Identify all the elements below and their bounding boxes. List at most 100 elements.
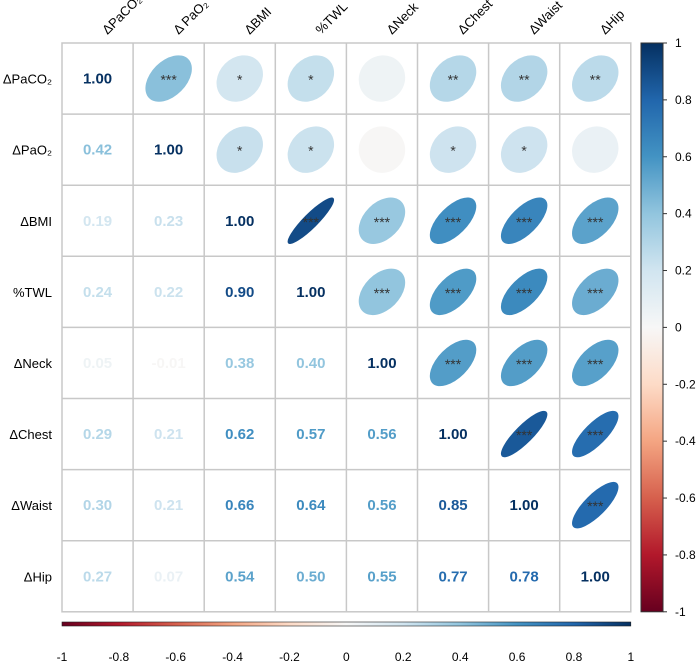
correlation-value: 0.21: [154, 497, 183, 514]
correlation-ellipse: [500, 268, 548, 316]
colorbar-tick-label: -0.6: [675, 491, 696, 505]
correlation-ellipse: [500, 339, 548, 387]
significance-stars: *: [308, 72, 314, 88]
significance-stars: ***: [445, 285, 462, 301]
bottom-tick-label: -0.4: [222, 650, 243, 664]
colorbar-tick-label: 0: [675, 320, 682, 334]
row-label: ΔPaO₂: [12, 143, 52, 158]
bottom-tick-label: -0.8: [109, 650, 130, 664]
colorbar-tick-label: -0.4: [675, 434, 696, 448]
significance-stars: ***: [587, 427, 604, 443]
correlation-value: 0.30: [83, 497, 112, 514]
correlation-ellipse: [358, 268, 406, 316]
bottom-tick-label: 0: [343, 650, 350, 664]
correlation-value: 0.38: [225, 355, 254, 372]
significance-stars: *: [450, 143, 456, 159]
colorbar-tick-label: 0.4: [675, 207, 692, 221]
correlation-value: -0.01: [152, 355, 186, 372]
significance-stars: ***: [374, 285, 391, 301]
bottom-tick-label: 0.8: [566, 650, 583, 664]
correlation-value: 0.07: [154, 568, 183, 585]
correlation-value: 1.00: [581, 568, 610, 585]
significance-stars: **: [519, 72, 530, 88]
significance-stars: ***: [516, 285, 533, 301]
correlation-ellipse: [216, 126, 263, 173]
significance-stars: ***: [445, 356, 462, 372]
column-label: ΔChest: [455, 0, 496, 37]
correlation-ellipse: [358, 55, 406, 102]
correlation-value: 0.90: [225, 284, 254, 301]
bottom-tick-label: 0.2: [395, 650, 412, 664]
correlation-ellipse: [572, 55, 619, 102]
significance-stars: *: [308, 143, 314, 159]
column-label: %TWL: [312, 0, 350, 37]
significance-stars: ***: [445, 214, 462, 230]
column-label: Δ PaO₂: [170, 0, 211, 37]
colorbar-tick-label: -0.2: [675, 377, 696, 391]
column-label: ΔNeck: [383, 0, 421, 37]
significance-stars: *: [237, 143, 243, 159]
correlation-ellipse: [429, 55, 477, 102]
correlation-ellipse: [287, 197, 335, 244]
correlation-ellipse: [145, 55, 192, 102]
colorbar: [640, 42, 664, 613]
significance-stars: ***: [516, 356, 533, 372]
correlation-value: 0.64: [296, 497, 326, 514]
correlation-value: 0.77: [438, 568, 467, 585]
correlation-value: 0.78: [510, 568, 539, 585]
significance-stars: ***: [587, 498, 604, 514]
correlation-ellipse: [358, 197, 406, 244]
colorbar-tick-label: 1: [675, 36, 682, 50]
correlation-ellipse: [572, 339, 619, 387]
correlation-ellipse: [358, 126, 406, 173]
correlation-ellipse: [287, 55, 335, 102]
row-label: ΔNeck: [14, 356, 53, 371]
column-label: ΔPaCO₂: [99, 0, 144, 37]
colorbar-tick-label: 0.6: [675, 150, 692, 164]
correlation-value: 0.55: [367, 568, 396, 585]
correlation-ellipse: [572, 481, 619, 529]
correlation-value: 1.00: [510, 497, 539, 514]
correlation-ellipse: [500, 410, 548, 458]
correlation-value: 0.85: [438, 497, 467, 514]
correlation-value: 0.40: [296, 355, 325, 372]
correlation-ellipse: [429, 126, 477, 173]
significance-stars: ***: [587, 214, 604, 230]
significance-stars: *: [237, 72, 243, 88]
significance-stars: ***: [516, 214, 533, 230]
correlation-value: 0.27: [83, 568, 112, 585]
correlation-value: 0.56: [367, 497, 396, 514]
bottom-tick-label: -0.2: [279, 650, 300, 664]
column-label: ΔWaist: [526, 0, 566, 37]
correlation-value: 0.29: [83, 426, 112, 443]
correlation-value: 1.00: [296, 284, 325, 301]
correlation-value: 0.05: [83, 355, 112, 372]
correlation-ellipse: [500, 126, 548, 173]
correlation-value: 1.00: [367, 355, 396, 372]
significance-stars: ***: [160, 72, 177, 88]
correlation-ellipse: [500, 197, 548, 244]
correlation-ellipse: [572, 126, 619, 173]
correlation-value: 1.00: [83, 71, 112, 88]
significance-stars: ***: [587, 285, 604, 301]
row-label: ΔWaist: [11, 498, 52, 513]
colorbar-tick-label: 0.8: [675, 93, 692, 107]
correlation-value: 0.57: [296, 426, 325, 443]
significance-stars: ***: [587, 356, 604, 372]
colorbar-tick-label: -0.8: [675, 548, 696, 562]
correlation-value: 0.50: [296, 568, 325, 585]
correlation-value: 1.00: [154, 142, 183, 159]
correlation-ellipse: [500, 55, 548, 102]
correlation-value: 1.00: [438, 426, 467, 443]
correlation-ellipse: [572, 197, 619, 244]
correlation-ellipse: [429, 197, 477, 244]
correlation-value: 0.42: [83, 142, 112, 159]
correlation-ellipse: [287, 126, 335, 173]
correlation-ellipse: [429, 339, 477, 387]
correlation-value: 0.23: [154, 213, 183, 230]
colorbar-tick-label: -1: [675, 605, 686, 619]
significance-stars: ***: [374, 214, 391, 230]
column-label: ΔBMI: [241, 4, 274, 37]
row-label: ΔHip: [24, 569, 52, 584]
